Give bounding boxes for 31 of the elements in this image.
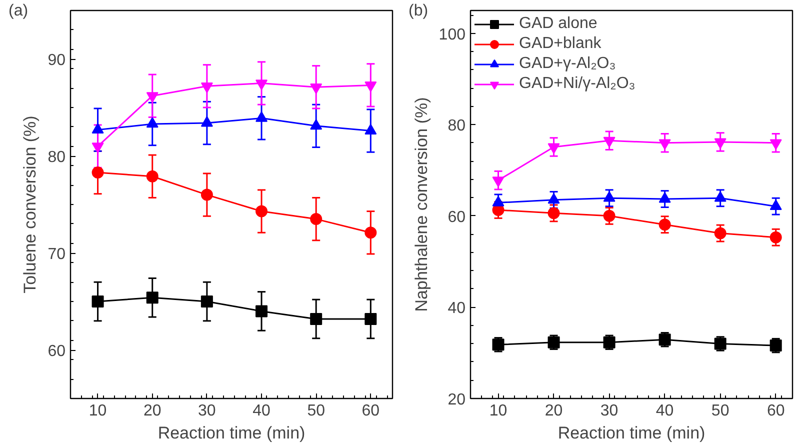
y-tick-label: 80 <box>48 149 66 166</box>
x-tick-label: 10 <box>88 402 107 420</box>
legend-label: GAD+Ni/γ-Al₂O₃ <box>519 75 636 93</box>
y-axis-title: Toluene conversion (%) <box>20 116 40 294</box>
x-tick-label: 30 <box>600 402 618 420</box>
y-tick-label: 60 <box>448 208 466 226</box>
x-tick-label: 20 <box>143 402 162 420</box>
chart-title: (a) <box>8 2 28 20</box>
y-tick-label: 100 <box>438 26 466 44</box>
y-tick-label: 90 <box>48 52 66 69</box>
x-axis-title: Reaction time (min) <box>158 424 306 442</box>
y-tick-label: 40 <box>448 300 466 318</box>
x-tick-label: 60 <box>766 402 785 420</box>
y-axis-title: Naphthalene conversion (%) <box>412 97 431 312</box>
x-tick-label: 50 <box>711 402 730 420</box>
y-tick-label: 60 <box>48 343 66 360</box>
chart-title: (b) <box>408 2 428 20</box>
x-tick-label: 60 <box>362 402 380 420</box>
x-tick-label: 10 <box>489 402 508 420</box>
legend-label: GAD+γ-Al₂O₃ <box>519 55 616 73</box>
legend-label: GAD alone <box>519 15 598 33</box>
y-tick-label: 80 <box>448 118 466 135</box>
x-tick-label: 20 <box>544 402 563 420</box>
y-tick-label: 20 <box>448 392 466 408</box>
y-tick-label: 70 <box>48 246 66 263</box>
x-tick-label: 50 <box>307 402 326 420</box>
x-tick-label: 30 <box>198 402 216 420</box>
x-tick-label: 40 <box>656 402 674 420</box>
legend-label: GAD+blank <box>519 35 602 53</box>
x-axis-title: Reaction time (min) <box>558 424 706 442</box>
x-tick-label: 40 <box>252 402 271 420</box>
